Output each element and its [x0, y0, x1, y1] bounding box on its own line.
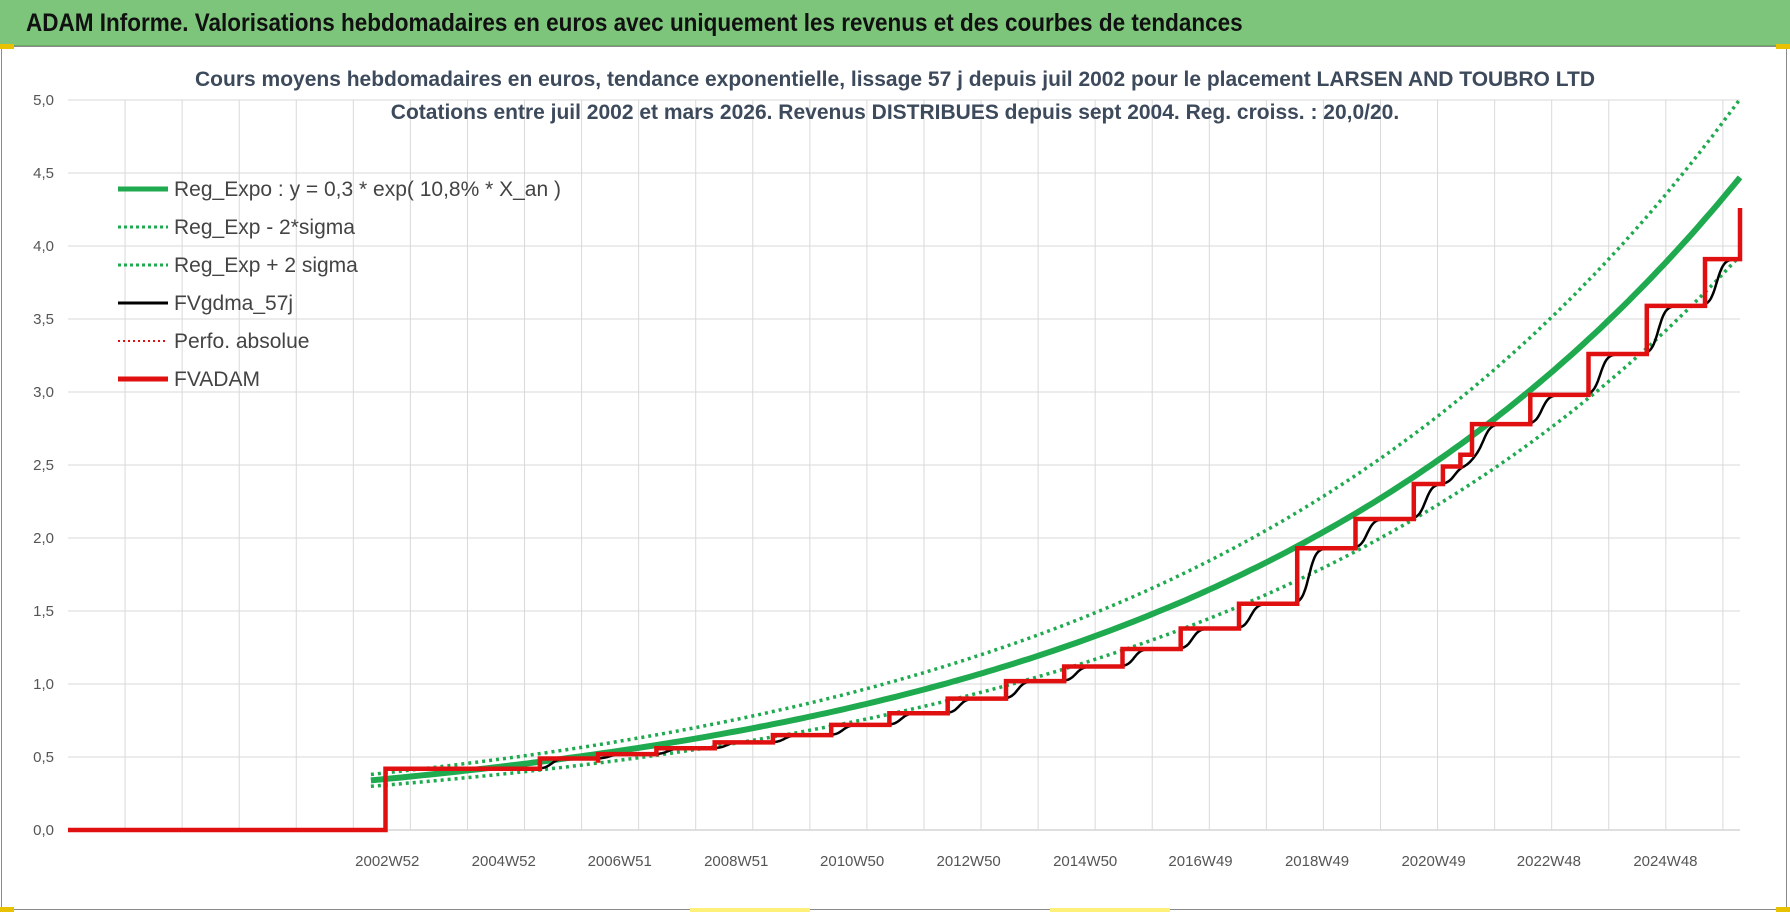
legend-label: Reg_Expo : y = 0,3 * exp( 10,8% * X_an ) — [174, 178, 561, 201]
report-header: ADAM Informe. Valorisations hebdomadaire… — [0, 0, 1790, 46]
x-tick-label: 2022W48 — [1517, 853, 1581, 870]
corner-marker — [1776, 44, 1790, 49]
chart-subtitle: Cotations entre juil 2002 et mars 2026. … — [391, 101, 1399, 124]
y-tick-label: 2,0 — [33, 530, 54, 547]
y-tick-label: 2,5 — [33, 457, 54, 474]
x-tick-label: 2012W50 — [937, 853, 1001, 870]
x-tick-label: 2014W50 — [1053, 853, 1117, 870]
y-tick-label: 1,0 — [33, 676, 54, 693]
x-tick-label: 2006W51 — [588, 853, 652, 870]
corner-marker — [0, 44, 14, 49]
legend-label: Perfo. absolue — [174, 330, 309, 353]
x-tick-label: 2004W52 — [472, 853, 536, 870]
y-tick-label: 0,5 — [33, 749, 54, 766]
x-tick-label: 2020W49 — [1401, 853, 1465, 870]
y-tick-label: 4,0 — [33, 238, 54, 255]
legend-label: FVgdma_57j — [174, 292, 293, 315]
reg-exp-minus-2sigma-line — [370, 254, 1742, 789]
reg-expo-line — [370, 175, 1743, 784]
fvgdma-57j-line — [68, 256, 1741, 832]
y-tick-label: 5,0 — [33, 92, 54, 109]
corner-marker — [1776, 907, 1790, 912]
x-axis-ticks: 2002W52 2004W52 2006W51 2008W51 2010W50 2012W… — [355, 853, 1697, 870]
y-tick-label: 4,5 — [33, 165, 54, 182]
y-axis-ticks: 0,0 0,5 1,0 1,5 2,0 2,5 3,0 3,5 4,0 4,5 5,0 — [33, 92, 54, 839]
chart: 0,0 0,5 1,0 1,5 2,0 2,5 3,0 3,5 4,0 4,5 5,0 2002W5… — [33, 68, 1743, 870]
x-tick-label: 2008W51 — [704, 853, 768, 870]
reg-exp-plus-2sigma-line — [370, 98, 1742, 777]
chart-frame — [1, 46, 1787, 910]
corner-marker — [0, 907, 14, 912]
y-tick-label: 3,5 — [33, 311, 54, 328]
x-tick-label: 2002W52 — [355, 853, 419, 870]
legend-label: Reg_Exp + 2 sigma — [174, 254, 358, 277]
y-tick-label: 0,0 — [33, 822, 54, 839]
y-tick-label: 1,5 — [33, 603, 54, 620]
bottom-marker — [1050, 908, 1170, 912]
bottom-marker — [690, 908, 810, 912]
x-tick-label: 2024W48 — [1633, 853, 1697, 870]
x-tick-label: 2016W49 — [1168, 853, 1232, 870]
x-tick-label: 2010W50 — [820, 853, 884, 870]
y-tick-label: 3,0 — [33, 384, 54, 401]
legend-label: FVADAM — [174, 368, 260, 391]
legend-label: Reg_Exp - 2*sigma — [174, 216, 355, 239]
report-title: ADAM Informe. Valorisations hebdomadaire… — [26, 9, 1243, 37]
legend: Reg_Expo : y = 0,3 * exp( 10,8% * X_an )… — [118, 178, 561, 391]
x-tick-label: 2018W49 — [1285, 853, 1349, 870]
chart-title: Cours moyens hebdomadaires en euros, ten… — [195, 68, 1595, 91]
fvadam-line — [68, 208, 1743, 833]
chart-series — [68, 98, 1743, 833]
gridlines — [68, 99, 1740, 831]
